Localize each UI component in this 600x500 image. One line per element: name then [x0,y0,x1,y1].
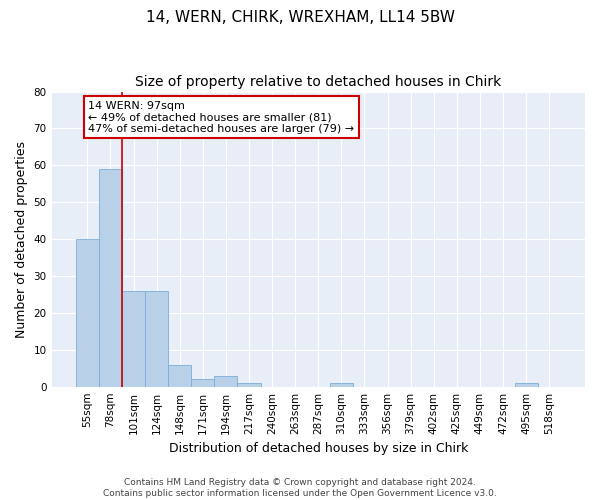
Bar [145,291,168,386]
Bar [238,383,260,386]
Text: Contains HM Land Registry data © Crown copyright and database right 2024.
Contai: Contains HM Land Registry data © Crown c… [103,478,497,498]
Text: 14 WERN: 97sqm
← 49% of detached houses are smaller (81)
47% of semi-detached ho: 14 WERN: 97sqm ← 49% of detached houses … [88,101,355,134]
Bar [99,169,122,386]
Title: Size of property relative to detached houses in Chirk: Size of property relative to detached ho… [135,75,502,89]
Y-axis label: Number of detached properties: Number of detached properties [15,140,28,338]
Bar [168,364,191,386]
Bar [330,383,353,386]
Bar [214,376,238,386]
X-axis label: Distribution of detached houses by size in Chirk: Distribution of detached houses by size … [169,442,468,455]
Text: 14, WERN, CHIRK, WREXHAM, LL14 5BW: 14, WERN, CHIRK, WREXHAM, LL14 5BW [146,10,455,25]
Bar [122,291,145,386]
Bar [76,239,99,386]
Bar [191,380,214,386]
Bar [515,383,538,386]
